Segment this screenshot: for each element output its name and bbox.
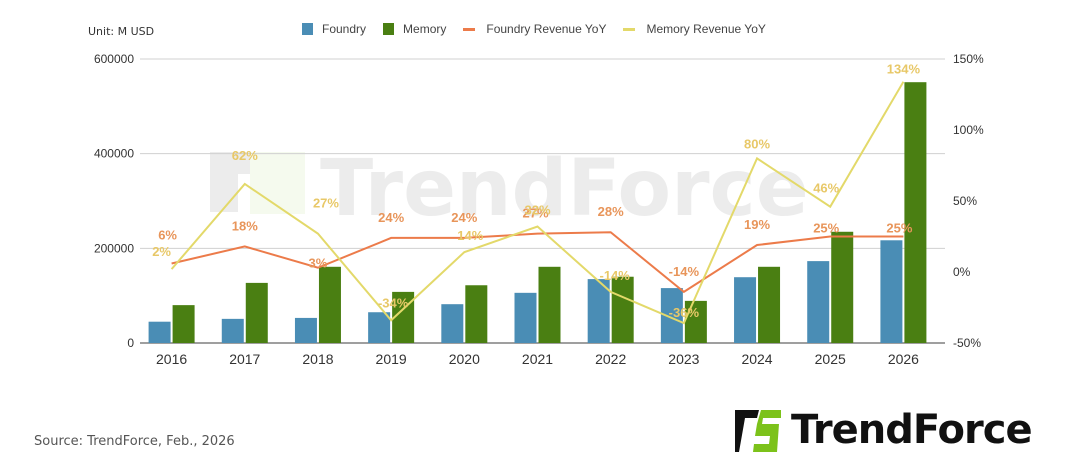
source-note: Source: TrendForce, Feb., 2026 <box>34 434 235 449</box>
memory-yoy-label: 80% <box>744 136 770 151</box>
foundry-yoy-label: 6% <box>158 227 177 242</box>
memory-yoy-line <box>170 81 905 325</box>
right-axis-tick: 150% <box>953 52 984 66</box>
memory-bar <box>684 300 707 343</box>
data-labels: 6%2%18%62%3%27%24%-34%24%14%27%32% 28%-14… <box>152 62 920 320</box>
memory-bar <box>465 285 488 343</box>
foundry-yoy-label: 25% <box>813 221 839 236</box>
foundry-yoy-label: 24% <box>451 210 477 225</box>
memory-yoy-label: 27% <box>313 196 339 211</box>
left-axis: 0 200000 400000 600000 <box>94 52 134 350</box>
legend-label: Foundry <box>322 22 367 36</box>
legend-item-foundry: Foundry <box>302 22 366 36</box>
legend-label: Memory Revenue YoY <box>646 22 766 36</box>
x-axis-tick: 2016 <box>156 351 187 367</box>
foundry-swatch-icon <box>302 23 313 35</box>
x-axis-tick: 2024 <box>741 351 772 367</box>
memory-yoy-label: 62% <box>232 148 258 163</box>
foundry-yoy-line <box>171 231 904 294</box>
left-axis-tick: 400000 <box>94 147 134 161</box>
x-axis-tick: 2017 <box>229 351 260 367</box>
right-axis-tick: -50% <box>953 336 981 350</box>
foundry-bar <box>368 312 391 343</box>
right-axis: -50% 0% 50% 100% 150% <box>953 52 984 350</box>
foundry-bar <box>660 288 683 343</box>
memory-yoy-label: 46% <box>813 181 839 196</box>
memory-yoy-label: -34% <box>378 295 409 310</box>
x-axis-tick: 2026 <box>888 351 919 367</box>
foundry-yoy-label: 24% <box>378 210 404 225</box>
foundry-yoy-label: -14% <box>669 264 700 279</box>
memory-yoy-label: 14% <box>457 228 483 243</box>
bar-series <box>148 82 927 344</box>
foundry-yoy-label: 3% <box>309 256 328 271</box>
unit-label: Unit: M USD <box>88 25 155 38</box>
left-axis-tick: 200000 <box>94 241 134 255</box>
x-axis-tick: 2018 <box>302 351 333 367</box>
legend-item-foundry-yoy: Foundry Revenue YoY <box>463 22 606 36</box>
legend-item-memory-yoy: Memory Revenue YoY <box>623 22 766 36</box>
chart-legend: Foundry Memory Foundry Revenue YoY Memor… <box>302 22 783 36</box>
x-axis-tick: 2020 <box>449 351 480 367</box>
legend-label: Memory <box>403 22 447 36</box>
memory-bar <box>904 82 927 344</box>
svg-text:TrendForce: TrendForce <box>320 144 809 234</box>
foundry-bar <box>587 279 610 343</box>
memory-bar <box>245 282 268 343</box>
foundry-bar <box>880 240 903 343</box>
memory-swatch-icon <box>383 23 395 35</box>
foundry-bar <box>148 321 171 343</box>
memory-yoy-label: 32% <box>524 203 550 218</box>
memory-bar <box>831 231 854 343</box>
memory-yoy-label: -14% <box>600 268 631 283</box>
foundry-yoy-label: 28% <box>598 204 624 219</box>
left-axis-tick: 600000 <box>94 52 134 66</box>
foundry-yoy-label: 18% <box>232 218 258 233</box>
foundry-bar <box>441 304 464 343</box>
x-axis: 2016 2017 2018 2019 2020 2021 2022 2023 2024 2025… <box>156 351 919 367</box>
memory-yoy-label: 134% <box>887 62 921 77</box>
memory-yoy-line-icon <box>623 27 636 31</box>
right-axis-tick: 100% <box>953 123 984 137</box>
right-axis-tick: 50% <box>953 194 977 208</box>
foundry-yoy-label: 19% <box>744 217 770 232</box>
chart-plot: TrendForce 0 200000 400000 600000 -50% 0% 50%… <box>94 52 984 367</box>
memory-bar <box>758 266 781 343</box>
foundry-yoy-label: 25% <box>886 221 912 236</box>
memory-yoy-label: -36% <box>669 305 700 320</box>
foundry-bar <box>807 261 830 343</box>
x-axis-tick: 2019 <box>376 351 407 367</box>
trendforce-logo: TrendForce <box>735 407 1033 453</box>
memory-bar <box>538 266 561 343</box>
memory-bar <box>318 266 341 343</box>
right-axis-tick: 0% <box>953 265 971 279</box>
foundry-bar <box>514 292 537 343</box>
memory-yoy-label: 2% <box>152 244 171 259</box>
foundry-yoy-line-icon <box>463 27 476 31</box>
foundry-bar <box>734 277 757 343</box>
line-series <box>170 81 905 325</box>
x-axis-tick: 2025 <box>815 351 846 367</box>
watermark-logo: TrendForce <box>210 144 809 234</box>
trendforce-logo-icon <box>735 410 781 452</box>
legend-item-memory: Memory <box>383 22 446 36</box>
foundry-bar <box>294 317 317 343</box>
foundry-yoy-label: 27% <box>522 206 548 221</box>
logo-text: TrendForce <box>791 407 1033 453</box>
foundry-bar <box>221 318 244 343</box>
x-axis-tick: 2022 <box>595 351 626 367</box>
left-axis-tick: 0 <box>127 336 134 350</box>
memory-bar <box>611 276 634 343</box>
memory-bar <box>172 305 195 343</box>
legend-label: Foundry Revenue YoY <box>486 22 607 36</box>
x-axis-tick: 2023 <box>668 351 699 367</box>
x-axis-tick: 2021 <box>522 351 553 367</box>
